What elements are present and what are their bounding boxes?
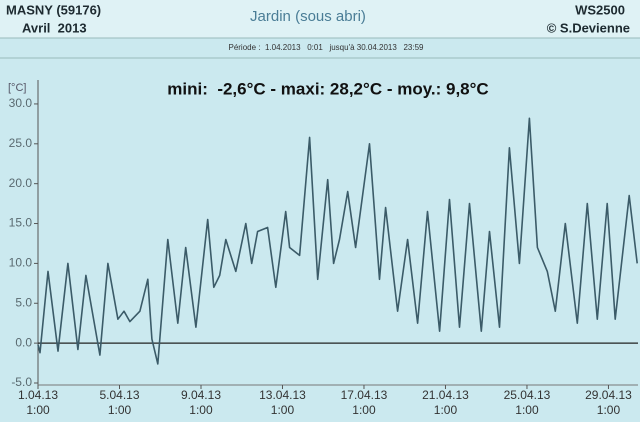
y-tick-label: 20.0 bbox=[9, 176, 33, 190]
x-tick-label: 1:00 bbox=[189, 403, 213, 417]
x-tick-label: 1:00 bbox=[597, 403, 621, 417]
x-tick-label: 29.04.13 bbox=[585, 388, 632, 402]
y-tick-label: 0.0 bbox=[15, 335, 32, 349]
x-tick-label: 1:00 bbox=[108, 403, 132, 417]
month: Avril 2013 bbox=[22, 20, 87, 35]
header-band bbox=[0, 0, 640, 38]
y-tick-label: -5.0 bbox=[11, 375, 32, 389]
period: Période : 1.04.2013 0:01 jusqu'à 30.04.2… bbox=[228, 43, 424, 52]
author: © S.Devienne bbox=[547, 20, 630, 35]
x-tick-label: 1:00 bbox=[271, 403, 295, 417]
x-tick-label: 1:00 bbox=[434, 403, 458, 417]
chart-title: Jardin (sous abri) bbox=[250, 8, 366, 25]
y-axis-label: [°C] bbox=[8, 82, 26, 94]
subtitle: mini: -2,6°C - maxi: 28,2°C - moy.: 9,8°… bbox=[167, 79, 488, 98]
y-tick-label: 25.0 bbox=[9, 136, 33, 150]
x-tick-label: 17.04.13 bbox=[341, 388, 388, 402]
x-tick-label: 13.04.13 bbox=[259, 388, 306, 402]
x-tick-label: 1:00 bbox=[352, 403, 376, 417]
y-tick-label: 15.0 bbox=[9, 216, 33, 230]
x-tick-label: 21.04.13 bbox=[422, 388, 469, 402]
station: MASNY (59176) bbox=[6, 2, 101, 17]
y-tick-label: 5.0 bbox=[15, 295, 32, 309]
x-tick-label: 1.04.13 bbox=[18, 388, 58, 402]
x-tick-label: 1:00 bbox=[26, 403, 50, 417]
temperature-line bbox=[37, 117, 638, 365]
x-tick-label: 5.04.13 bbox=[99, 388, 139, 402]
x-tick-label: 25.04.13 bbox=[504, 388, 551, 402]
device: WS2500 bbox=[575, 2, 625, 17]
y-tick-label: 10.0 bbox=[9, 256, 33, 270]
x-tick-label: 9.04.13 bbox=[181, 388, 221, 402]
x-tick-label: 1:00 bbox=[515, 403, 539, 417]
y-tick-label: 30.0 bbox=[9, 96, 33, 110]
